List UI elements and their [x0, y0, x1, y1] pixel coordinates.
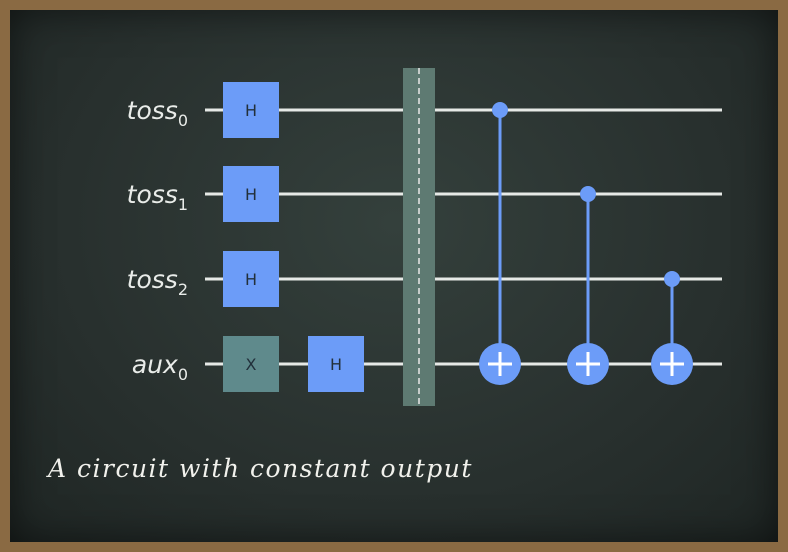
gate-x-aux0: X [223, 336, 279, 392]
qubit-label-subscript: 2 [178, 280, 188, 299]
qubit-label-subscript: 0 [178, 111, 188, 130]
cnot-control-dot [580, 186, 596, 202]
gate-box [223, 82, 279, 138]
gate-box [223, 336, 279, 392]
cnot-gate-3 [651, 271, 693, 385]
gate-h-toss2: H [223, 251, 279, 307]
qubit-label-aux0: aux0 [132, 350, 188, 384]
caption: A circuit with constant output [48, 454, 473, 483]
gate-h-toss1: H [223, 166, 279, 222]
gate-h-toss0: H [223, 82, 279, 138]
cnot-control-dot [664, 271, 680, 287]
gate-label: H [245, 185, 257, 204]
cnot-control-dot [492, 102, 508, 118]
cnot-gate-1 [479, 102, 521, 385]
qubit-label-toss2: toss2 [127, 265, 188, 299]
gate-box [223, 166, 279, 222]
gate-h-aux0: H [308, 336, 364, 392]
qubit-label-subscript: 0 [178, 365, 188, 384]
gate-box [223, 251, 279, 307]
qubit-label-subscript: 1 [178, 195, 188, 214]
qubit-label-toss1: toss1 [127, 180, 188, 214]
qubit-label-base: toss [127, 180, 178, 209]
qubit-label-base: toss [127, 96, 178, 125]
qubit-label-base: toss [127, 265, 178, 294]
gate-box [308, 336, 364, 392]
cnot-gate-2 [567, 186, 609, 385]
gate-label: H [245, 270, 257, 289]
qubit-label-toss0: toss0 [127, 96, 188, 130]
gate-label: H [245, 101, 257, 120]
gate-label: X [246, 355, 257, 374]
chalkboard [10, 10, 778, 542]
gate-label: H [330, 355, 342, 374]
qubit-label-base: aux [132, 350, 178, 379]
